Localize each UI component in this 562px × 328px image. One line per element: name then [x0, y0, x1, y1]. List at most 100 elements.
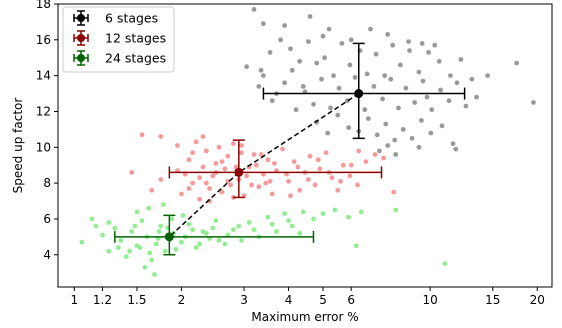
- point-2-70: [348, 162, 354, 168]
- point-2-25: [239, 150, 244, 156]
- point-1-31: [426, 50, 431, 55]
- legend-marker-1: [77, 14, 85, 22]
- point-3-24: [231, 227, 236, 233]
- point-2-43: [329, 175, 335, 181]
- point-3-59: [269, 221, 275, 227]
- point-1-19: [322, 55, 327, 61]
- point-3-44: [127, 248, 132, 254]
- point-1-63: [335, 112, 341, 118]
- point-2-2: [158, 134, 164, 139]
- point-2-35: [286, 178, 291, 184]
- point-2-10: [190, 180, 196, 186]
- point-1-71: [409, 135, 415, 141]
- point-2-5: [158, 177, 164, 182]
- point-3-7: [123, 254, 129, 259]
- point-1-42: [311, 101, 316, 107]
- point-3-63: [442, 261, 448, 267]
- x-tick-label-5: 3: [240, 293, 248, 307]
- point-2-80: [356, 148, 362, 154]
- point-1-24: [364, 71, 370, 77]
- point-1-86: [419, 41, 425, 46]
- point-3-69: [180, 213, 186, 218]
- point-2-3: [175, 143, 180, 148]
- point-1-59: [454, 80, 460, 86]
- point-2-22: [228, 182, 234, 188]
- point-2-17: [213, 161, 219, 166]
- point-1-90: [424, 94, 430, 100]
- point-2-15: [207, 186, 213, 191]
- point-1-79: [416, 144, 422, 150]
- point-1-2: [261, 21, 266, 27]
- point-3-13: [153, 241, 159, 247]
- point-3-54: [210, 225, 216, 231]
- point-2-41: [317, 166, 323, 172]
- point-2-34: [280, 146, 285, 152]
- y-tick-label-4: 10: [36, 140, 51, 154]
- point-3-58: [251, 227, 257, 233]
- point-1-69: [392, 137, 398, 143]
- point-3-53: [203, 230, 209, 236]
- y-tick-label-6: 14: [36, 69, 51, 83]
- point-1-34: [458, 57, 464, 62]
- mean-marker-3: [164, 232, 174, 242]
- point-2-8: [179, 191, 184, 197]
- point-1-25: [373, 51, 379, 57]
- point-2-51: [391, 189, 397, 195]
- y-axis-label: Speed up factor: [11, 98, 25, 194]
- point-2-69: [338, 178, 343, 184]
- point-2-19: [219, 189, 225, 195]
- mean-marker-1: [354, 89, 364, 99]
- point-1-57: [438, 87, 443, 93]
- plot-frame: [57, 3, 553, 288]
- point-1-37: [256, 84, 262, 89]
- point-1-78: [393, 152, 399, 157]
- point-1-20: [331, 73, 336, 78]
- point-3-55: [216, 238, 222, 243]
- point-1-10: [474, 94, 479, 100]
- point-2-65: [295, 164, 301, 170]
- point-3-64: [93, 223, 99, 229]
- point-1-44: [328, 105, 333, 111]
- x-tick-label-3: 1.5: [127, 293, 146, 307]
- x-tick-label-6: 4: [285, 293, 293, 307]
- point-2-55: [203, 180, 209, 186]
- point-1-29: [407, 48, 412, 53]
- point-3-57: [236, 223, 242, 229]
- point-2-47: [355, 182, 360, 188]
- point-3-6: [118, 238, 124, 243]
- point-2-58: [225, 178, 231, 184]
- legend-label-2: 12 stages: [105, 31, 166, 46]
- point-3-52: [197, 241, 203, 247]
- y-tick-label-1: 4: [43, 248, 51, 262]
- point-2-18: [216, 144, 222, 150]
- point-3-37: [358, 209, 364, 215]
- point-2-66: [306, 177, 311, 182]
- point-1-11: [244, 64, 250, 70]
- point-3-31: [289, 223, 295, 229]
- point-1-7: [406, 39, 411, 44]
- mean-marker-2: [234, 167, 244, 177]
- trend-path-layer: [168, 92, 360, 238]
- errorbar-1: [262, 42, 466, 140]
- point-1-43: [319, 76, 324, 82]
- x-tick-label-7: 5: [319, 293, 327, 307]
- legend-marker-2: [77, 34, 85, 42]
- point-3-46: [147, 250, 153, 256]
- point-1-54: [412, 100, 418, 105]
- point-3-18: [186, 221, 192, 227]
- point-1-51: [388, 76, 394, 82]
- point-2-9: [186, 157, 192, 163]
- point-2-46: [347, 173, 353, 179]
- point-1-4: [307, 14, 313, 19]
- errorbar-layer: [114, 42, 466, 256]
- point-1-22: [347, 62, 353, 68]
- point-2-7: [149, 187, 155, 193]
- point-1-49: [371, 84, 377, 89]
- point-3-45: [137, 245, 143, 251]
- trend-segment-1: [238, 92, 360, 173]
- point-2-21: [225, 153, 231, 159]
- point-1-68: [383, 121, 389, 127]
- point-3-19: [193, 245, 199, 251]
- point-1-3: [282, 23, 287, 28]
- point-1-64: [346, 125, 351, 130]
